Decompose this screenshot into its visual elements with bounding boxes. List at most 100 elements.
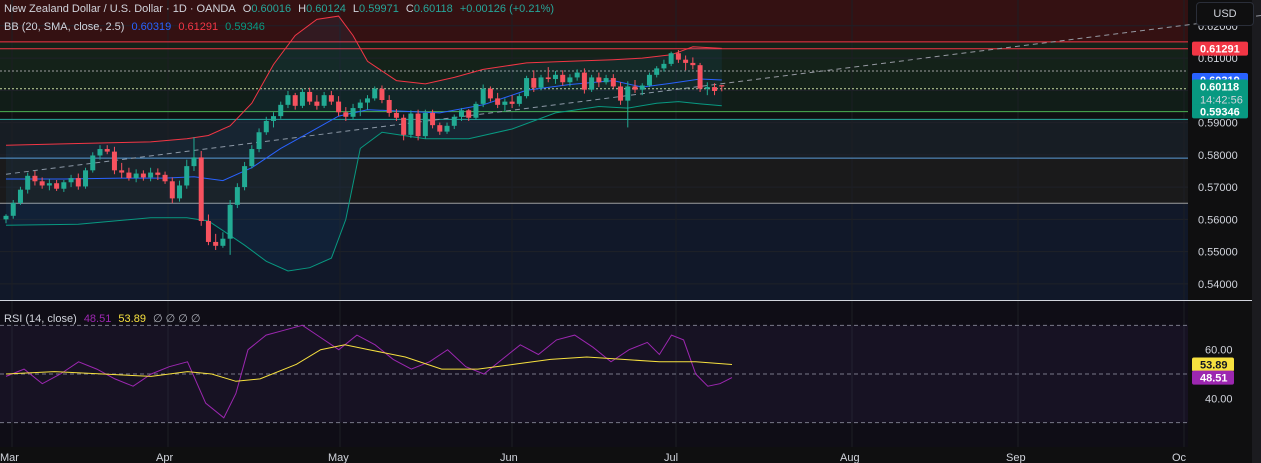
candle-body [32, 175, 38, 182]
candle [531, 70, 537, 92]
candle-body [169, 181, 175, 199]
symbol-title[interactable]: New Zealand Dollar / U.S. Dollar · 1D · … [4, 3, 236, 15]
candle [307, 87, 313, 105]
candle-body [278, 104, 284, 117]
candle-body [516, 96, 522, 104]
candle [75, 173, 81, 190]
candle-body [661, 63, 667, 69]
candle [97, 145, 103, 160]
candle-body [227, 204, 233, 239]
candle-body [271, 116, 277, 121]
candle-body [119, 170, 125, 173]
candle-body [90, 155, 96, 171]
candle-body [401, 117, 407, 135]
time-axis-label: Mar [0, 452, 19, 463]
candle-body [690, 62, 696, 66]
candle [393, 109, 399, 121]
candle-body [654, 68, 660, 75]
candle-body [357, 102, 363, 109]
candle-body [39, 181, 45, 186]
last-price-tag: 0.60118 [1200, 82, 1239, 94]
price-zone [0, 119, 1188, 159]
candle-body [697, 65, 703, 89]
candle-body [234, 187, 240, 205]
candle [552, 70, 558, 84]
bollinger-legend[interactable]: BB (20, SMA, close, 2.5) 0.60319 0.61291… [4, 21, 269, 33]
price-tick-label: 0.59000 [1198, 118, 1238, 130]
candle [408, 110, 414, 139]
candles [3, 50, 725, 255]
candle [191, 137, 197, 171]
bb-basis-line [6, 78, 722, 182]
bb-lower-value: 0.59346 [225, 21, 265, 33]
rsi-ma-tag: 53.89 [1200, 360, 1228, 372]
candle [184, 159, 190, 189]
candle [632, 80, 638, 93]
candle [415, 109, 421, 141]
candle [17, 186, 23, 205]
candle [618, 82, 624, 105]
time-axis-label: Apr [156, 452, 173, 463]
candle-body [466, 110, 472, 118]
time-axis-label: Sep [1006, 452, 1026, 463]
candle [372, 86, 378, 101]
upper-band-tag: 0.61291 [1200, 44, 1240, 56]
ohlc-values: O0.60016 H0.60124 L0.59971 C0.60118 +0.0… [243, 3, 558, 15]
candle [661, 59, 667, 72]
rsi-ma-tag-bg [1192, 357, 1234, 372]
candle [683, 55, 689, 71]
candle-body [299, 91, 305, 106]
candle [119, 162, 125, 179]
candle [343, 107, 349, 121]
candle-body [451, 116, 457, 126]
candle-body [552, 74, 558, 80]
candle [697, 62, 703, 92]
candle [430, 109, 436, 129]
candle [140, 170, 146, 181]
candle [444, 122, 450, 134]
candle-body [704, 87, 710, 89]
change-value: +0.00126 (+0.21%) [459, 3, 555, 15]
candle [336, 96, 342, 117]
candle-body [538, 77, 544, 88]
candle-body [97, 149, 103, 156]
candle [365, 95, 370, 110]
candle-body [502, 101, 508, 105]
axes: 0.620000.610000.600000.590000.580000.570… [0, 21, 1248, 463]
candle-body [531, 78, 537, 88]
candle-body [509, 101, 515, 104]
candle-body [365, 98, 370, 103]
candle [502, 98, 508, 112]
candle [256, 128, 262, 153]
candle-body [719, 85, 725, 87]
currency-button[interactable]: USD [1196, 2, 1254, 26]
rsi-line [5, 324, 733, 419]
candle-body [668, 53, 674, 64]
candle [719, 85, 725, 92]
candle-body [133, 173, 139, 179]
rsi-label: RSI (14, close) [4, 313, 77, 325]
grid-layer [0, 0, 1252, 447]
candle-body [162, 174, 168, 182]
candle-body [712, 87, 718, 91]
candle [401, 114, 407, 141]
rsi-legend[interactable]: RSI (14, close) 48.51 53.89 ∅ ∅ ∅ ∅ [4, 312, 205, 325]
price-zone [0, 0, 1188, 42]
last-price-tag-bg [1192, 79, 1248, 108]
candle-body [198, 157, 204, 221]
candle [46, 179, 52, 191]
candle [242, 161, 248, 191]
rsi-ma-line [5, 344, 733, 382]
candle-body [205, 220, 211, 242]
candle [90, 152, 96, 173]
candle [466, 109, 472, 121]
candle [386, 95, 392, 117]
candle-body [263, 120, 269, 133]
rsi-tag: 48.51 [1200, 373, 1228, 385]
candle [625, 81, 631, 128]
candle [314, 95, 320, 110]
candle-body [495, 98, 501, 105]
candle-body [675, 53, 681, 60]
candle-body [487, 88, 493, 99]
